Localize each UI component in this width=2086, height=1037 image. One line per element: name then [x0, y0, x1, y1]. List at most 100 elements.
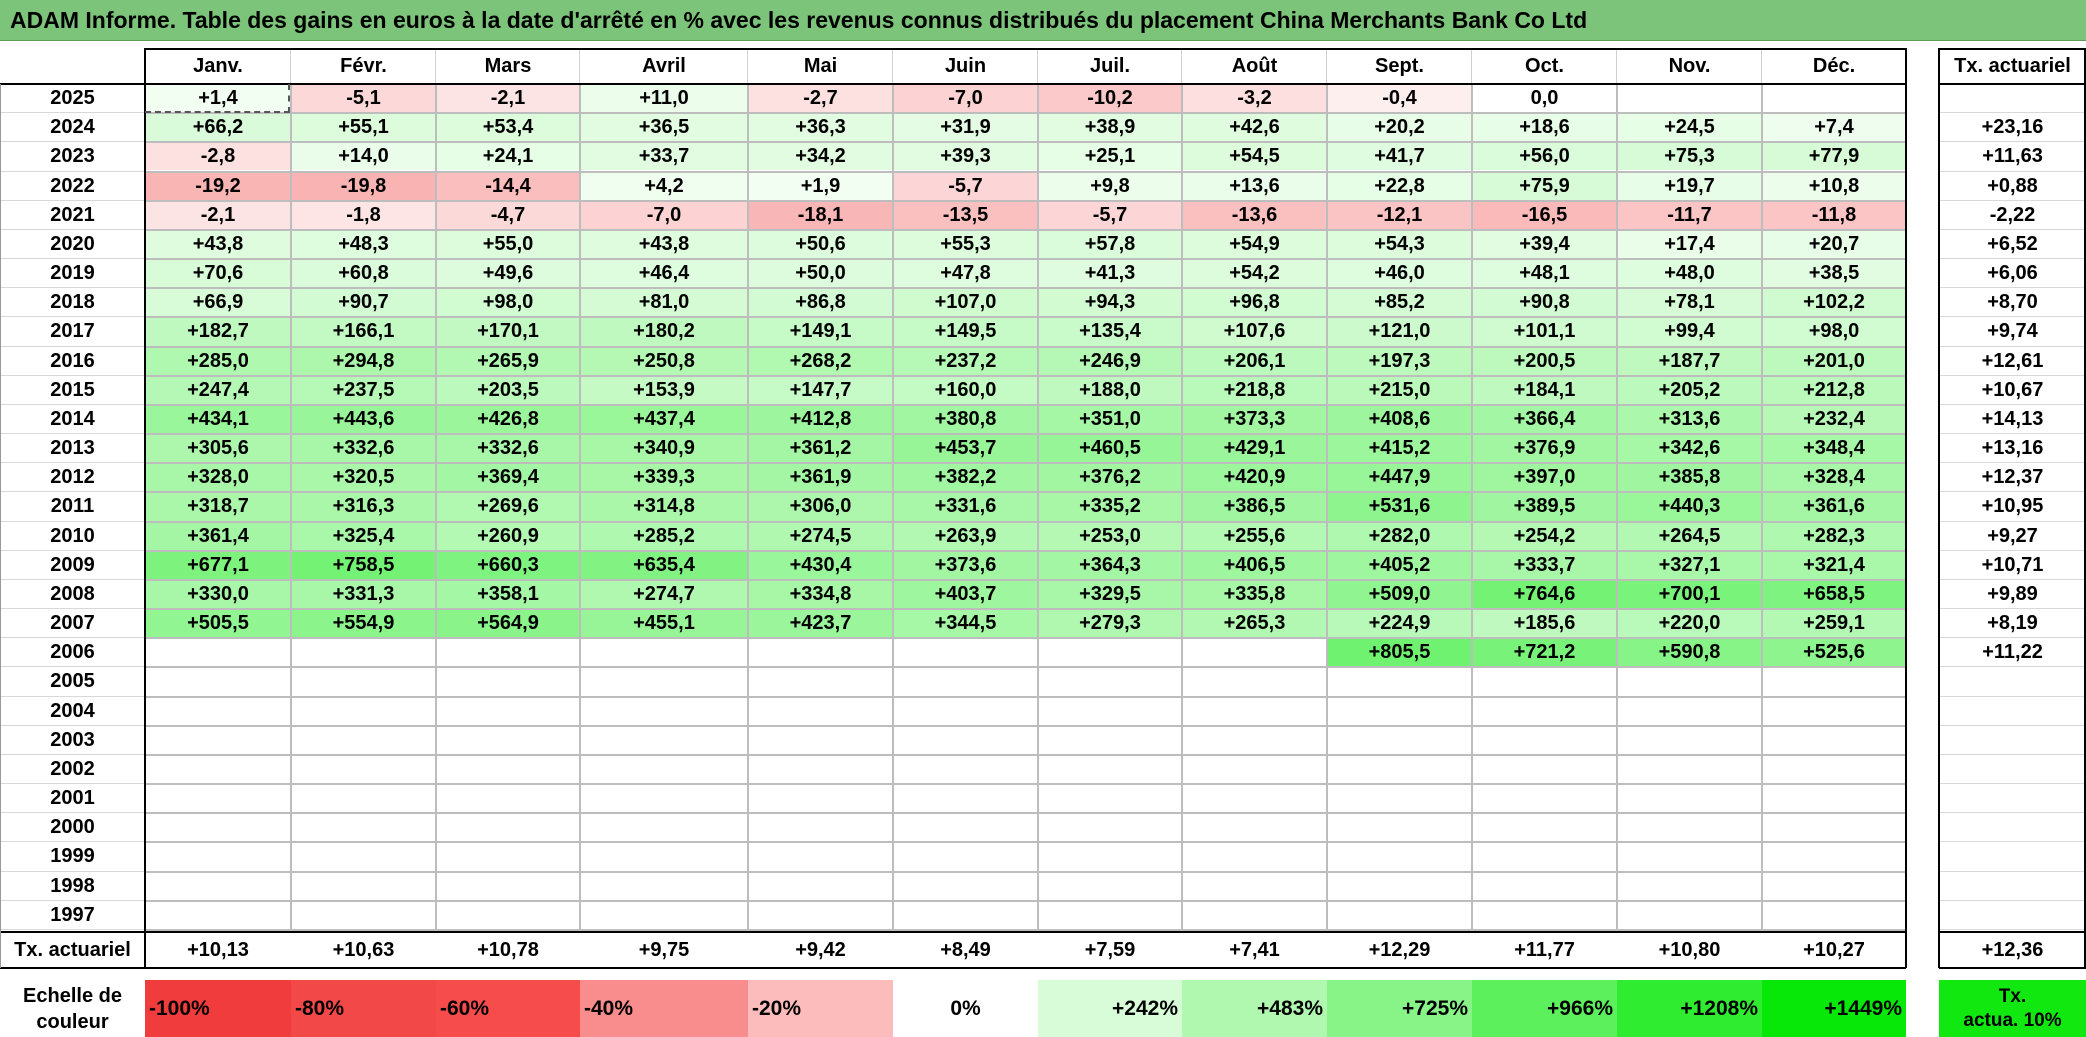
value-cell: +220,0	[1618, 610, 1761, 638]
value-cell	[437, 639, 579, 667]
year-label: 2014	[50, 407, 95, 430]
value-cell	[1473, 755, 1616, 784]
row-tx-actuariel: +13,16	[1981, 437, 2044, 460]
table-border	[1939, 83, 2086, 85]
value-cell	[894, 639, 1037, 667]
year-label: 2024	[50, 116, 95, 139]
value-cell	[1183, 843, 1326, 871]
value-cell: -0,4	[1328, 85, 1471, 113]
row-tx-actuariel: +12,37	[1981, 466, 2044, 489]
row-tx-actuariel: +6,52	[1987, 232, 2038, 255]
grid-line	[0, 403, 145, 405]
value-cell: -14,4	[437, 172, 579, 200]
grid-line	[1939, 870, 2086, 872]
value-cell: +47,8	[894, 260, 1037, 288]
grid-line	[1939, 666, 2086, 668]
grid-line	[0, 812, 145, 814]
value-cell: +590,8	[1618, 639, 1761, 667]
value-cell: +75,3	[1618, 143, 1761, 171]
value-cell	[146, 843, 290, 871]
value-cell	[1473, 814, 1616, 842]
value-cell	[1618, 726, 1761, 754]
value-cell	[581, 901, 747, 929]
grid-line	[0, 899, 145, 901]
value-cell: -19,2	[146, 172, 290, 200]
table-border	[1939, 48, 2086, 50]
grid-line	[1037, 48, 1038, 84]
value-cell: +440,3	[1618, 493, 1761, 521]
value-cell: +314,8	[581, 493, 747, 521]
value-cell: +348,4	[1763, 435, 1905, 463]
grid-line	[1471, 84, 1473, 930]
value-cell: +305,6	[146, 435, 290, 463]
grid-line	[0, 870, 145, 872]
value-cell: +282,3	[1763, 522, 1905, 550]
value-cell: +805,5	[1328, 639, 1471, 667]
value-cell	[1183, 901, 1326, 929]
value-cell: +17,4	[1618, 230, 1761, 258]
value-cell: +437,4	[581, 405, 747, 434]
value-cell: +237,5	[292, 376, 435, 404]
value-cell	[1763, 697, 1905, 725]
value-cell: +121,0	[1328, 318, 1471, 346]
value-cell	[1328, 814, 1471, 842]
value-cell: +46,0	[1328, 260, 1471, 288]
grid-line	[0, 228, 145, 230]
grid-line	[0, 783, 145, 785]
value-cell	[1328, 901, 1471, 929]
color-scale-swatch: +725%	[1327, 980, 1472, 1037]
value-cell: +361,4	[146, 522, 290, 550]
row-tx-actuariel: +23,16	[1981, 116, 2044, 139]
value-cell	[1618, 785, 1761, 813]
value-cell	[292, 697, 435, 725]
value-cell: +38,5	[1763, 260, 1905, 288]
color-scale-swatch: +242%	[1038, 980, 1182, 1037]
grid-line	[145, 433, 1906, 436]
value-cell	[437, 814, 579, 842]
value-cell: +373,6	[894, 551, 1037, 579]
value-cell	[1473, 843, 1616, 871]
value-cell: -2,8	[146, 143, 290, 171]
grid-line	[747, 48, 748, 84]
value-cell: +13,6	[1183, 172, 1326, 200]
value-cell	[1618, 85, 1761, 113]
value-cell: +55,0	[437, 230, 579, 258]
value-cell: -11,7	[1618, 201, 1761, 229]
value-cell	[1763, 843, 1905, 871]
grid-line	[145, 899, 1906, 902]
value-cell: +34,2	[749, 143, 892, 171]
table-border	[1939, 967, 2086, 969]
color-scale-swatch: +966%	[1472, 980, 1617, 1037]
color-scale-swatch: +483%	[1182, 980, 1327, 1037]
value-cell: +70,6	[146, 260, 290, 288]
value-cell: +274,5	[749, 522, 892, 550]
value-cell: +18,6	[1473, 114, 1616, 142]
value-cell: +318,7	[146, 493, 290, 521]
value-cell	[894, 901, 1037, 929]
color-scale-swatch: +1449%	[1762, 980, 1906, 1037]
value-cell: +351,0	[1039, 405, 1181, 434]
grid-line	[435, 48, 436, 84]
value-cell	[437, 872, 579, 900]
value-cell: +564,9	[437, 610, 579, 638]
year-label: 2016	[50, 349, 95, 372]
value-cell: +60,8	[292, 260, 435, 288]
value-cell: +215,0	[1328, 376, 1471, 404]
value-cell	[749, 755, 892, 784]
value-cell	[1473, 901, 1616, 929]
color-scale-swatch: -60%	[436, 980, 580, 1037]
value-cell: +282,0	[1328, 522, 1471, 550]
value-cell: +259,1	[1763, 610, 1905, 638]
value-cell: +41,3	[1039, 260, 1181, 288]
value-cell: +265,3	[1183, 610, 1326, 638]
grid-line	[1939, 345, 2086, 347]
value-cell	[581, 785, 747, 813]
value-cell	[292, 755, 435, 784]
value-cell: +135,4	[1039, 318, 1181, 346]
value-cell: +102,2	[1763, 289, 1905, 317]
grid-line	[145, 345, 1906, 348]
month-header-3: Mars	[484, 54, 532, 77]
grid-line	[1181, 48, 1182, 84]
value-cell	[146, 755, 290, 784]
value-cell: +263,9	[894, 522, 1037, 550]
